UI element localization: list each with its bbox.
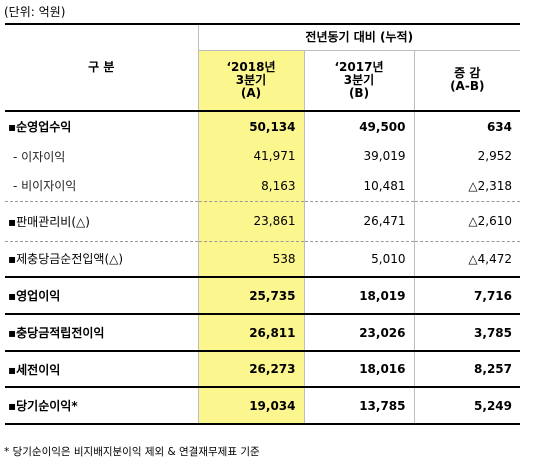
table-row: ▪제충당금순전입액(△) 538 5,010 △4,472 — [5, 240, 521, 277]
value-c: △2,610 — [413, 200, 521, 241]
value-a: 538 — [197, 240, 304, 277]
value-a: 8,163 — [197, 171, 304, 201]
financial-table: 구 분 전년동기 대비 (누적) ‘2018년 3분기 (A) ‘2017년 3분기(… — [5, 23, 521, 425]
row-label: ▪제충당금순전입액(△) — [5, 240, 198, 277]
col-a-header: ‘2018년 3분기 (A) — [197, 50, 304, 111]
value-c: 7,716 — [413, 276, 521, 314]
footnote: * 당기순이익은 비지배지분이익 제외 & 연결재무제표 기준 — [4, 446, 260, 458]
group-header: 전년동기 대비 (누적) — [197, 23, 521, 51]
table-row: - 비이자이익 8,163 10,481 △2,318 — [5, 171, 521, 201]
value-b: 13,785 — [303, 386, 414, 425]
row-label: ▪영업이익 — [5, 276, 198, 314]
value-a: 25,735 — [197, 276, 304, 314]
value-a: 50,134 — [197, 110, 304, 141]
value-b: 5,010 — [303, 240, 414, 277]
value-c: 2,952 — [413, 141, 521, 171]
category-header: 구 분 — [5, 23, 198, 111]
value-a: 26,811 — [197, 313, 304, 351]
row-label: - 이자이익 — [13, 149, 66, 164]
table-row: - 이자이익 41,971 39,019 2,952 — [5, 141, 521, 171]
value-b: 10,481 — [303, 171, 414, 201]
value-c: △2,318 — [413, 171, 521, 201]
value-c: 5,249 — [413, 386, 521, 425]
value-a: 26,273 — [197, 350, 304, 387]
row-label: - 비이자이익 — [13, 179, 77, 194]
row-label: ▪세전이익 — [5, 350, 198, 387]
value-c: 3,785 — [413, 313, 521, 351]
unit-note: (단위: 억원) — [4, 5, 66, 19]
row-label: ▪충당금적립전이익 — [5, 313, 198, 351]
table-row: ▪세전이익 26,273 18,016 8,257 — [5, 350, 521, 387]
table-row: ▪순영업수익 50,134 49,500 634 — [5, 110, 521, 141]
value-b: 18,016 — [303, 350, 414, 387]
table-row: ▪판매관리비(△) 23,861 26,471 △2,610 — [5, 200, 521, 241]
row-label: ▪당기순이익* — [5, 386, 198, 425]
value-b: 18,019 — [303, 276, 414, 314]
row-label: ▪판매관리비(△) — [5, 200, 198, 241]
col-b-header: ‘2017년 3분기 (B) — [303, 50, 414, 111]
row-label: ▪순영업수익 — [5, 110, 198, 141]
table-row: ▪영업이익 25,735 18,019 7,716 — [5, 276, 521, 314]
value-b: 39,019 — [303, 141, 414, 171]
value-a: 19,034 — [197, 386, 304, 425]
value-b: 26,471 — [303, 200, 414, 241]
value-c: 8,257 — [413, 350, 521, 387]
value-b: 49,500 — [303, 110, 414, 141]
value-a: 41,971 — [197, 141, 304, 171]
table-row: ▪당기순이익* 19,034 13,785 5,249 — [5, 386, 521, 425]
value-a: 23,861 — [197, 200, 304, 241]
col-c-header: 증 감 (A-B) — [413, 50, 521, 111]
table-row: ▪충당금적립전이익 26,811 23,026 3,785 — [5, 313, 521, 351]
value-b: 23,026 — [303, 313, 414, 351]
value-c: 634 — [413, 110, 521, 141]
value-c: △4,472 — [413, 240, 521, 277]
